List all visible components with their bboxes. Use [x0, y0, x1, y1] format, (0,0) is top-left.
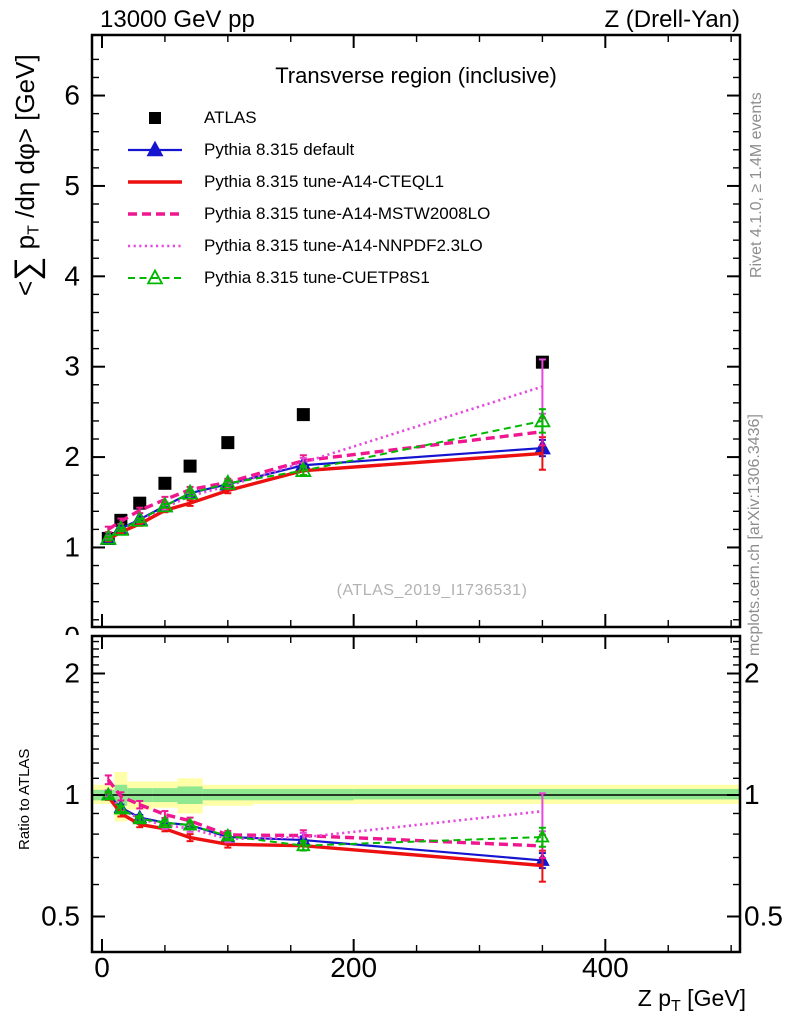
legend-item-default: Pythia 8.315 default [126, 134, 490, 166]
line-marker-icon [128, 244, 182, 248]
line-marker-icon [128, 180, 182, 184]
plot-title: Transverse region (inclusive) [275, 63, 557, 88]
line-marker-icon [128, 140, 182, 157]
line-marker-icon [128, 268, 182, 285]
legend: ATLAS Pythia 8.315 default Pythia 8.315 … [126, 102, 490, 294]
legend-item-cteql1: Pythia 8.315 tune-A14-CTEQL1 [126, 166, 490, 198]
legend-label: Pythia 8.315 tune-A14-NNPDF2.3LO [204, 236, 483, 255]
svg-text:1: 1 [744, 779, 760, 810]
legend-label: Pythia 8.315 tune-A14-MSTW2008LO [204, 204, 491, 223]
svg-text:2: 2 [64, 658, 80, 689]
analysis-id-watermark: (ATLAS_2019_I1736531) [336, 582, 528, 599]
legend-item-cuetp8s1: Pythia 8.315 tune-CUETP8S1 [126, 262, 490, 294]
line-marker-icon [128, 212, 182, 216]
svg-text:400: 400 [582, 952, 629, 983]
svg-text:5: 5 [64, 170, 80, 201]
legend-item-atlas: ATLAS [126, 102, 490, 134]
svg-text:0.5: 0.5 [744, 901, 783, 932]
main-y-axis-title: <∑ pT /dη dφ> [GeV] [8, 54, 46, 296]
svg-text:2: 2 [744, 658, 760, 689]
rivet-version-label: Rivet 4.1.0, ≥ 1.4M events [748, 92, 765, 278]
beam-energy-label: 13000 GeV pp [100, 6, 255, 33]
svg-text:1: 1 [64, 531, 80, 562]
atlas-marker-icon [149, 112, 161, 124]
legend-label: Pythia 8.315 tune-CUETP8S1 [204, 268, 430, 287]
legend-item-mstw2008lo: Pythia 8.315 tune-A14-MSTW2008LO [126, 198, 490, 230]
svg-text:1: 1 [64, 779, 80, 810]
svg-text:6: 6 [64, 80, 80, 111]
legend-label: Pythia 8.315 default [204, 140, 355, 159]
svg-text:3: 3 [64, 351, 80, 382]
x-axis-title: Z pT [GeV] [637, 985, 746, 1015]
legend-label: ATLAS [204, 108, 257, 127]
legend-label: Pythia 8.315 tune-A14-CTEQL1 [204, 172, 445, 191]
svg-text:0.5: 0.5 [41, 901, 80, 932]
svg-text:200: 200 [330, 952, 377, 983]
svg-text:2: 2 [64, 441, 80, 472]
ratio-y-axis-title: Ratio to ATLAS [16, 748, 33, 850]
process-label: Z (Drell-Yan) [604, 6, 740, 33]
svg-text:0: 0 [94, 952, 110, 983]
mcplots-credit-label: mcplots.cern.ch [arXiv:1306.3436] [746, 414, 763, 656]
svg-text:0: 0 [64, 621, 80, 652]
legend-item-nnpdf23lo: Pythia 8.315 tune-A14-NNPDF2.3LO [126, 230, 490, 262]
svg-text:4: 4 [64, 260, 80, 291]
